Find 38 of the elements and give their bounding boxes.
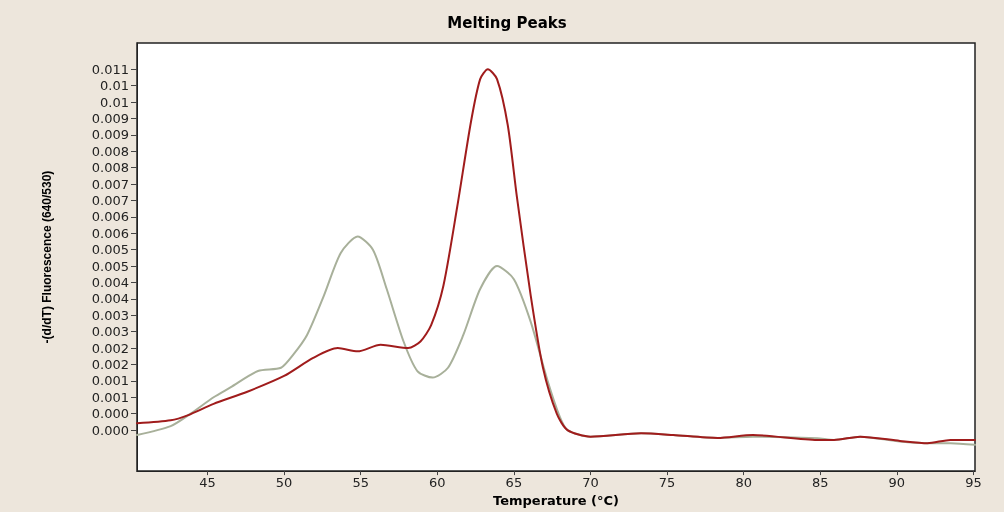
x-tick-label: 95: [965, 475, 982, 491]
x-tick-label: 75: [658, 475, 676, 491]
y-tick-label: 0.005: [91, 242, 129, 258]
y-tick-label: 0.01: [100, 94, 129, 110]
x-tick-label: 85: [812, 475, 829, 491]
x-axis-title: Temperature (°C): [493, 493, 619, 508]
line-series: [136, 68, 976, 445]
y-tick-label: 0.000: [91, 422, 129, 438]
y-tick-label: 0.009: [91, 110, 129, 126]
y-tick-label: 0.004: [91, 274, 129, 290]
x-tick-label: 50: [275, 475, 293, 491]
y-tick-label: 0.01: [100, 78, 129, 94]
y-tick-label: 0.003: [91, 324, 129, 340]
y-tick-label: 0.007: [91, 176, 129, 192]
x-tick-label: 60: [429, 475, 446, 491]
y-tick-label: 0.006: [91, 209, 129, 225]
x-tick-label: 55: [352, 475, 369, 491]
x-tick-label: 45: [199, 475, 216, 491]
x-tick-label: 65: [505, 475, 523, 491]
x-tick-label: 90: [888, 475, 906, 491]
y-tick-label: 0.003: [91, 307, 129, 323]
y-axis-title: -(d/dT) Fluorescence (640/530): [40, 170, 54, 344]
y-tick-label: 0.005: [91, 258, 129, 274]
y-tick-label: 0.002: [91, 356, 129, 372]
y-tick-label: 0.001: [91, 373, 129, 389]
y-tick-label: 0.001: [91, 389, 129, 405]
y-tick-label: 0.004: [91, 291, 129, 307]
y-tick-label: 0.007: [91, 192, 129, 208]
x-tick-label: 80: [735, 475, 752, 491]
y-tick-label: 0.000: [91, 406, 129, 422]
y-tick-label: 0.009: [91, 127, 129, 143]
y-tick-label: 0.008: [91, 143, 129, 159]
y-tick-label: 0.006: [91, 225, 129, 241]
chart-title: Melting Peaks: [447, 13, 567, 32]
x-tick-label: 70: [582, 475, 599, 491]
y-tick-label: 0.002: [91, 340, 129, 356]
y-tick-label: 0.011: [91, 61, 129, 77]
y-tick-label: 0.008: [91, 160, 129, 176]
